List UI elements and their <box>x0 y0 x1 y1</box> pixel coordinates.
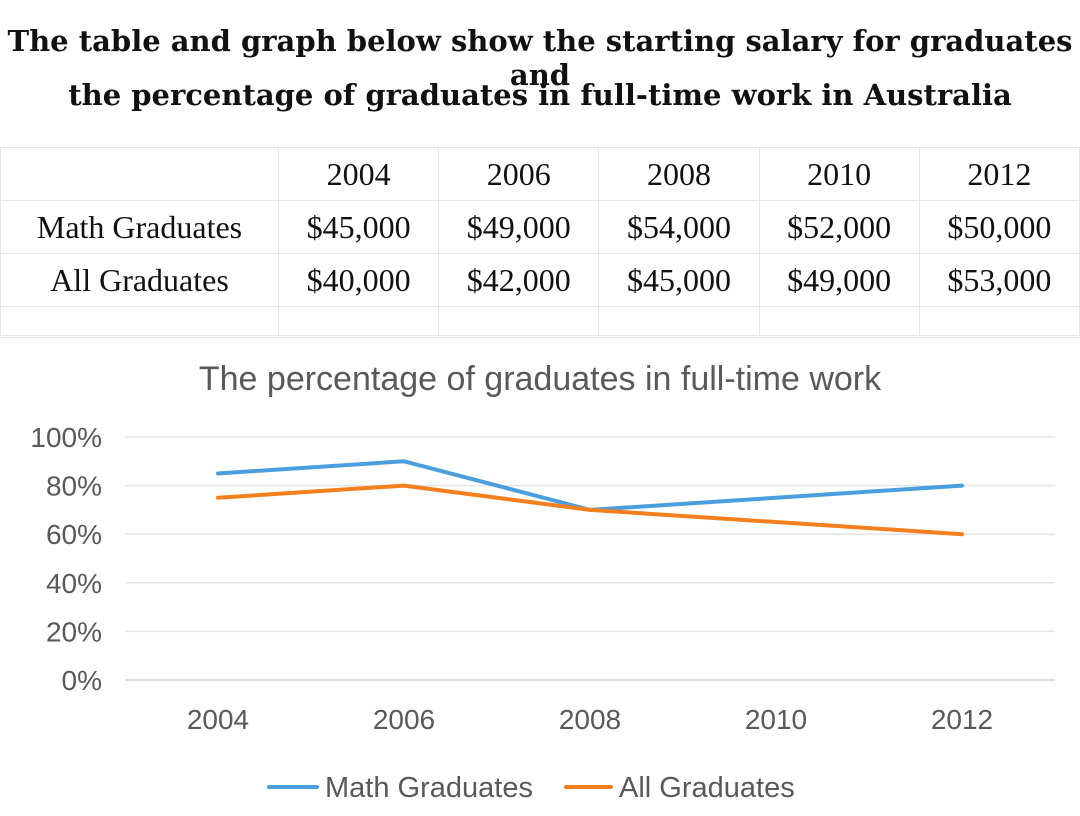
gridlines <box>125 436 1055 681</box>
table-cell: $40,000 <box>277 253 440 307</box>
header-year-2008: 2008 <box>598 147 760 201</box>
table-cell: $45,000 <box>598 253 760 307</box>
header-year-2010: 2010 <box>758 147 920 201</box>
legend-label-math-graduates: Math Graduates <box>325 772 533 804</box>
y-tick-label: 100% <box>30 422 102 453</box>
x-tick-label: 2008 <box>559 704 621 735</box>
x-tick-label: 2004 <box>187 704 249 735</box>
y-tick-label: 60% <box>46 519 102 550</box>
series-lines <box>216 459 964 537</box>
row-label-math-graduates: Math Graduates <box>0 200 279 254</box>
x-tick-label: 2006 <box>373 704 435 735</box>
heading: The table and graph below show the start… <box>0 0 1080 148</box>
y-tick-label: 40% <box>46 568 102 599</box>
line-chart: The percentage of graduates in full-time… <box>30 360 1055 804</box>
x-tick-label: 2010 <box>745 704 807 735</box>
empty-cell <box>438 306 600 336</box>
y-tick-label: 20% <box>46 616 102 647</box>
header-year-2012: 2012 <box>918 147 1080 201</box>
empty-cell <box>758 306 920 336</box>
table-cell: $49,000 <box>758 253 920 307</box>
table-cell: $49,000 <box>438 200 600 254</box>
y-tick-label: 80% <box>46 471 102 502</box>
table-cell: $45,000 <box>277 200 440 254</box>
heading-line-2: the percentage of graduates in full-time… <box>68 78 1012 112</box>
x-tick-label: 2012 <box>931 704 993 735</box>
table-empty-row <box>0 306 1080 336</box>
series-line-all-graduates <box>216 483 964 537</box>
header-year-2004: 2004 <box>277 147 440 201</box>
legend-label-all-graduates: All Graduates <box>619 772 795 804</box>
header-corner-cell <box>0 147 279 201</box>
header-year-2006: 2006 <box>438 147 600 201</box>
table-cell: $54,000 <box>598 200 760 254</box>
table-cell: $50,000 <box>918 200 1080 254</box>
empty-cell <box>277 306 440 336</box>
heading-line-1: The table and graph below show the start… <box>7 24 1073 92</box>
empty-cell <box>918 306 1080 336</box>
chart-area: The percentage of graduates in full-time… <box>0 337 1080 816</box>
y-axis-ticks: 0% 20% 40% 60% 80% 100% <box>30 422 102 696</box>
row-label-all-graduates: All Graduates <box>0 253 279 307</box>
salary-table: 2004 2006 2008 2010 2012 Math Graduates … <box>0 147 1080 336</box>
x-axis-ticks: 2004 2006 2008 2010 2012 <box>187 704 993 735</box>
table-row: Math Graduates $45,000 $49,000 $54,000 $… <box>0 200 1080 254</box>
table-cell: $42,000 <box>438 253 600 307</box>
empty-cell <box>0 306 279 336</box>
table-row: All Graduates $40,000 $42,000 $45,000 $4… <box>0 253 1080 307</box>
legend: Math Graduates All Graduates <box>267 772 795 804</box>
table-cell: $53,000 <box>918 253 1080 307</box>
y-tick-label: 0% <box>62 665 102 696</box>
table-cell: $52,000 <box>758 200 920 254</box>
chart-title: The percentage of graduates in full-time… <box>199 360 882 398</box>
table-header-row: 2004 2006 2008 2010 2012 <box>0 147 1080 201</box>
empty-cell <box>598 306 760 336</box>
